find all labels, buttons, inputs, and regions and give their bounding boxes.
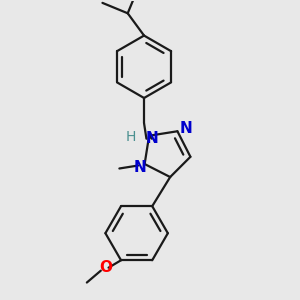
Text: O: O [99,260,112,275]
Text: H: H [126,130,136,144]
Text: N: N [134,160,146,175]
Text: N: N [179,121,192,136]
Text: N: N [146,131,158,146]
